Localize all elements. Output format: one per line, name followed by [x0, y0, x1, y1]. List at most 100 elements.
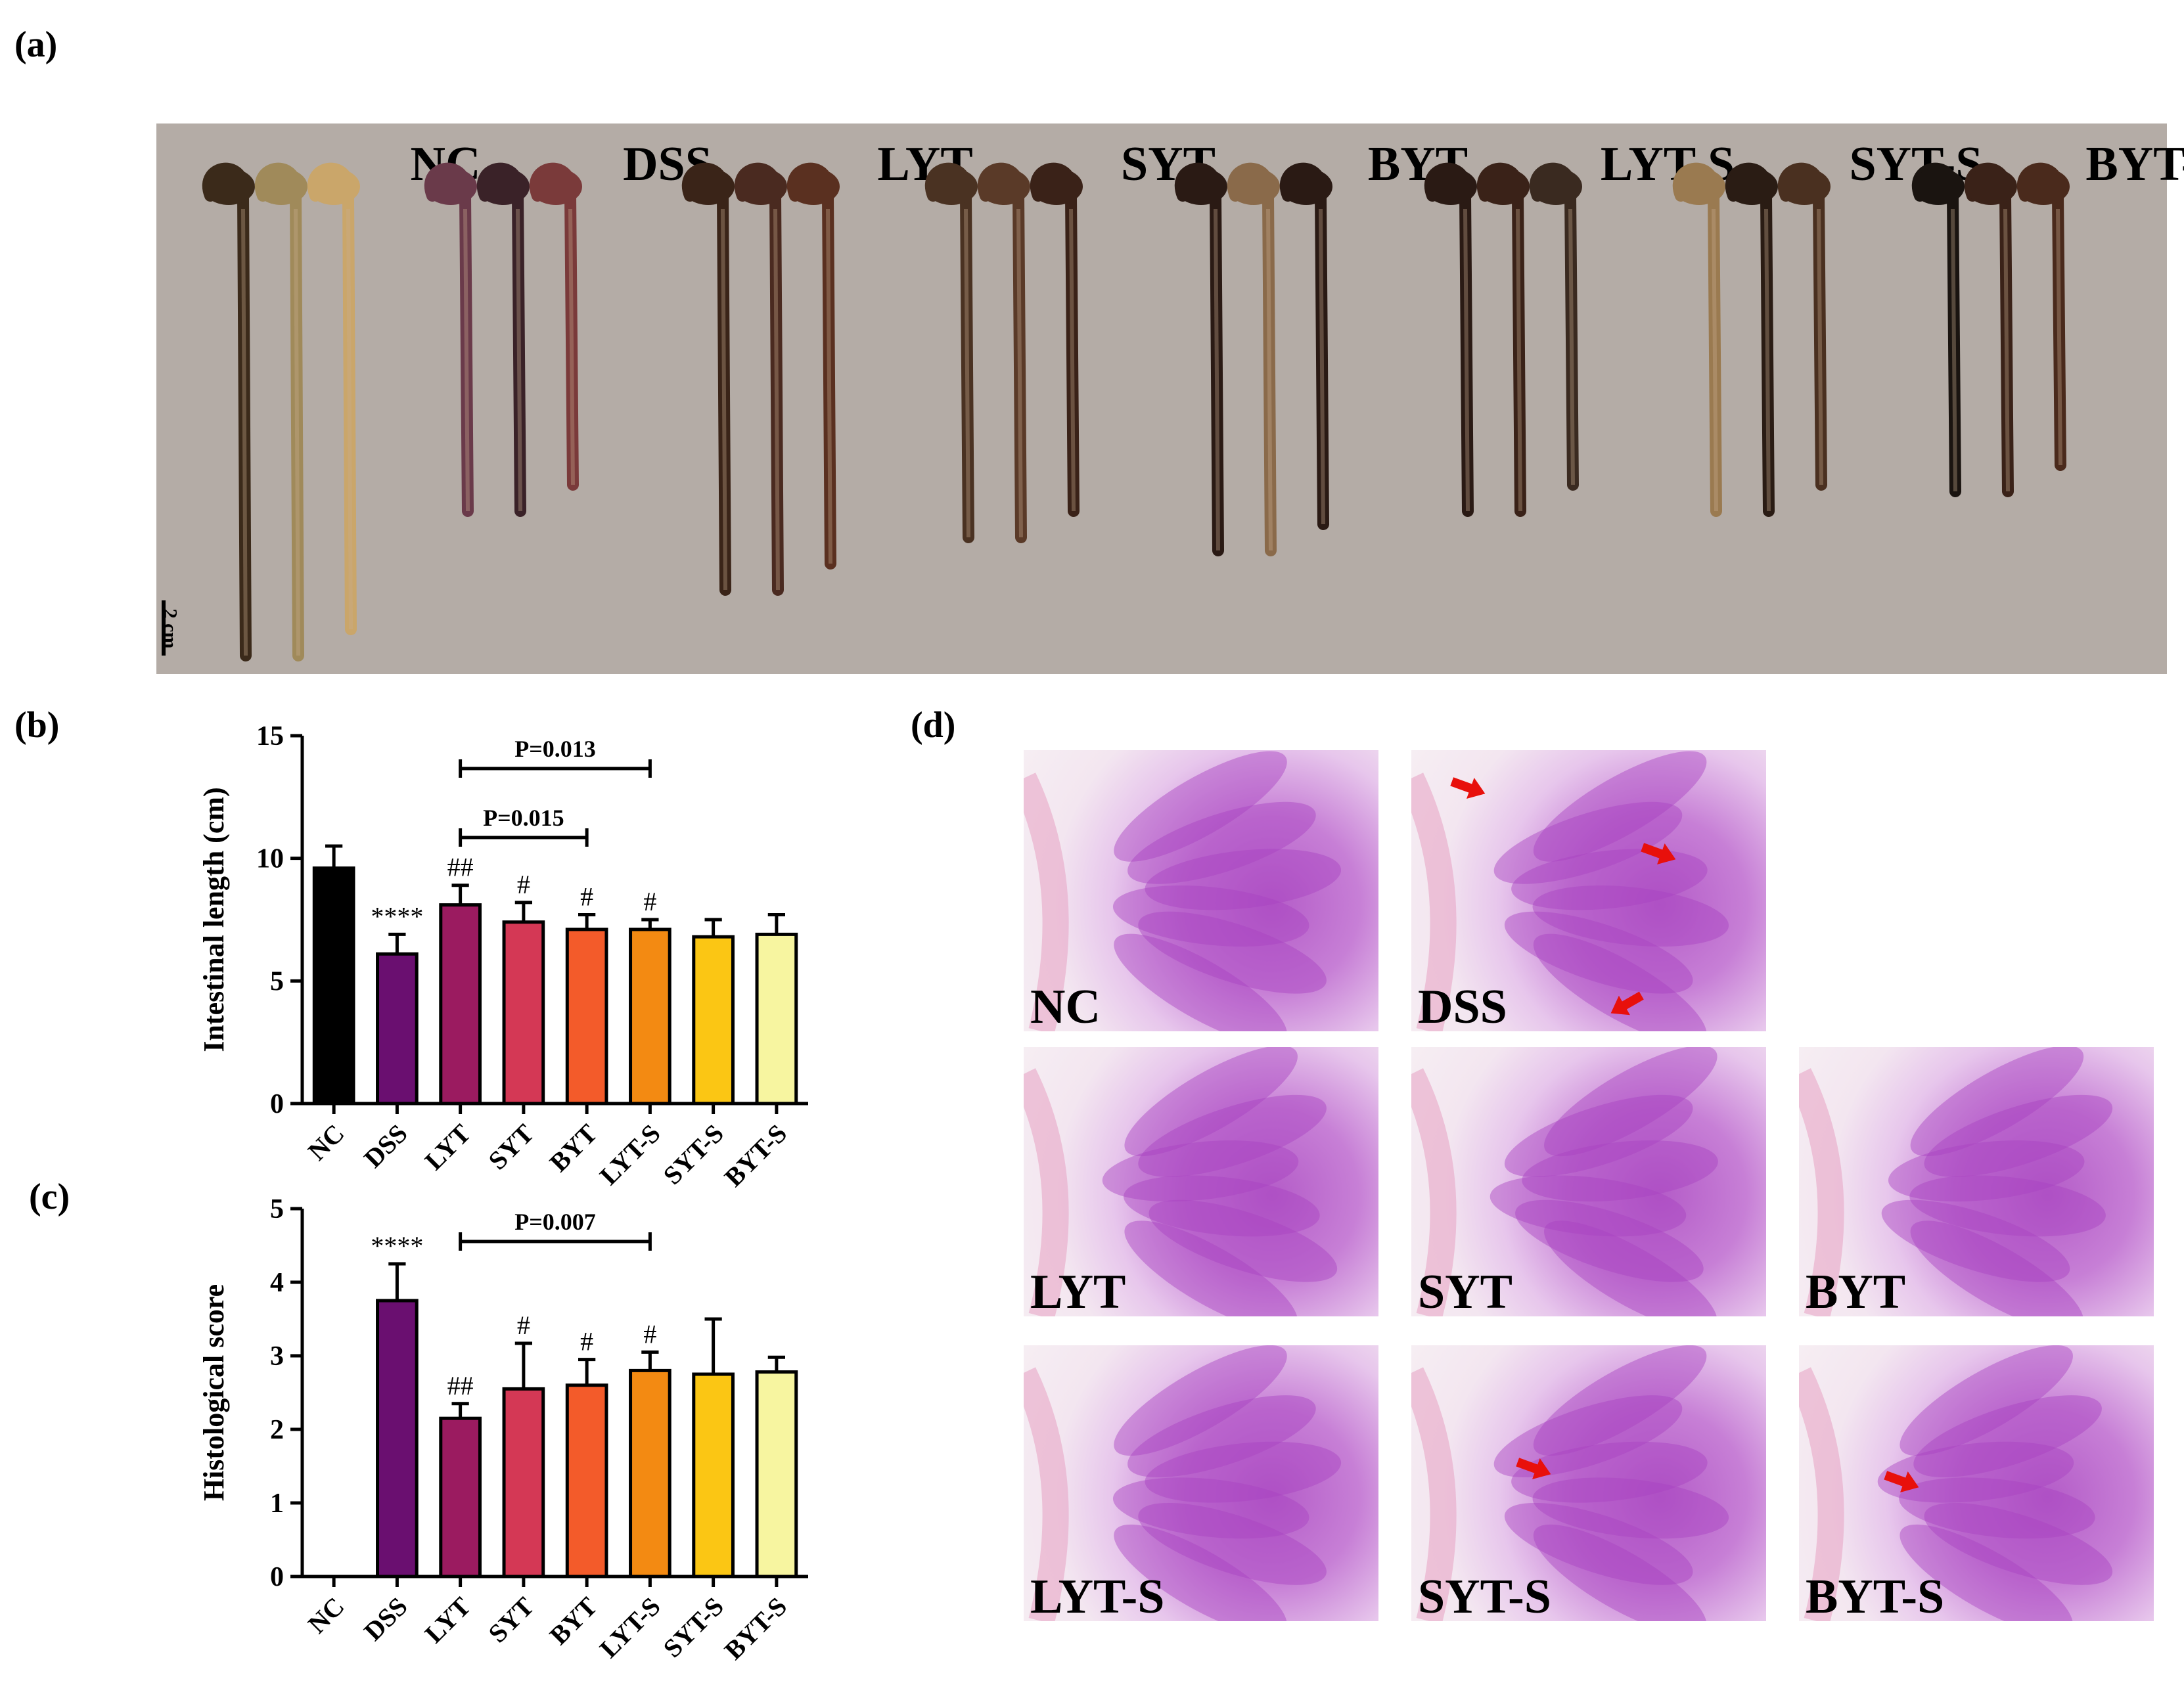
- chart-c-significance-syt: #: [517, 1310, 530, 1340]
- colon-specimen: [1911, 162, 1965, 497]
- red-arrow-icon: [1450, 777, 1486, 799]
- chart-c-x-tick-label: SYT-S: [658, 1592, 729, 1663]
- colon-specimen: [1672, 162, 1725, 517]
- micrograph-label: BYT: [1806, 1265, 1906, 1316]
- chart-c-bar-byt-s: [755, 1370, 798, 1578]
- colon-specimen: [977, 162, 1030, 543]
- scale-label: 2 cm: [159, 608, 181, 649]
- tissue-texture: [1024, 751, 1342, 1031]
- colon-specimen: [1964, 162, 2017, 497]
- chart-b-bar-syt: [502, 920, 545, 1106]
- micrograph-lyt: LYT: [1024, 1047, 1378, 1316]
- colon-specimen: [2016, 162, 2070, 471]
- chart-c-significance-byt: #: [580, 1327, 593, 1356]
- micrograph-syt: SYT: [1411, 1047, 1766, 1316]
- colon-specimen: [734, 162, 787, 596]
- tissue-texture: [1411, 1345, 1729, 1621]
- tissue-texture: [1411, 751, 1729, 1031]
- scale-bar: 2 cm: [159, 600, 191, 660]
- chart-c-y-tick-label: 2: [270, 1415, 284, 1445]
- micrograph-label: LYT-S: [1030, 1570, 1165, 1621]
- red-arrow-icon: [1641, 843, 1676, 865]
- micrograph-label: NC: [1030, 980, 1101, 1031]
- colon-specimen: [202, 162, 255, 661]
- micrograph-label: BYT-S: [1806, 1570, 1945, 1621]
- colon-specimen: [1030, 162, 1083, 517]
- chart-b-pvalue-label: P=0.013: [514, 736, 596, 762]
- colon-specimen: [307, 162, 360, 635]
- colon-specimen: [1777, 162, 1831, 491]
- colon-specimen: [681, 162, 735, 596]
- micrograph-label: SYT-S: [1418, 1570, 1551, 1621]
- chart-b-significance-dss: ****: [371, 901, 423, 931]
- micrograph-label: LYT: [1030, 1265, 1126, 1316]
- chart-b-bar-lyt-s: [629, 928, 671, 1106]
- chart-c-x-tick-label: LYT: [419, 1591, 477, 1649]
- chart-b-y-tick-label: 15: [256, 721, 284, 751]
- chart-c-significance-lyt: ##: [447, 1371, 474, 1400]
- chart-c-bar-lyt: [439, 1416, 482, 1578]
- red-arrow-icon: [1610, 991, 1644, 1016]
- micrograph-syt-s: SYT-S: [1411, 1345, 1766, 1621]
- micrograph-label: SYT: [1418, 1265, 1513, 1316]
- chart-b-x-tick-label: DSS: [358, 1119, 413, 1174]
- tissue-texture: [1799, 1345, 2113, 1621]
- chart-b-y-tick-label: 0: [270, 1089, 284, 1119]
- chart-b-x-tick-label: LYT: [419, 1118, 477, 1176]
- panel-label-c: (c): [29, 1176, 70, 1217]
- chart-b-significance-lyt-s: #: [643, 887, 656, 916]
- chart-b-significance-byt: #: [580, 882, 593, 912]
- chart-c-y-tick-label: 3: [270, 1341, 284, 1372]
- chart-b-bar-byt: [565, 928, 608, 1106]
- panel-label-b: (b): [14, 705, 60, 746]
- chart-c-pvalue-label: P=0.007: [514, 1209, 596, 1235]
- chart-c-significance-dss: ****: [371, 1231, 423, 1261]
- colon-specimen: [1279, 162, 1332, 530]
- colon-specimen: [1529, 162, 1582, 491]
- chart-c-bar-dss: [376, 1299, 419, 1578]
- photo-label-byt-s: BYT-S: [2085, 137, 2184, 191]
- tissue-texture: [1024, 1345, 1342, 1621]
- colon-specimen: [924, 162, 978, 543]
- colon-specimen: [1174, 162, 1227, 556]
- chart-b-x-tick-label: SYT-S: [658, 1119, 729, 1190]
- chart-c-significance-lyt-s: #: [643, 1319, 656, 1349]
- chart-c-y-tick-label: 0: [270, 1562, 284, 1592]
- chart-c-x-tick-label: LYT-S: [594, 1592, 666, 1664]
- chart-b-x-tick-label: SYT: [482, 1118, 539, 1175]
- panel-label-a: (a): [14, 24, 58, 65]
- chart-b-x-tick-label: BYT-S: [719, 1119, 793, 1193]
- red-arrow-icon: [1516, 1458, 1551, 1480]
- chart-b-y-tick-label: 5: [270, 966, 284, 996]
- chart-b-bar-syt-s: [692, 935, 735, 1106]
- micrograph-byt-s: BYT-S: [1799, 1345, 2154, 1621]
- panel-label-d: (d): [911, 705, 956, 746]
- colon-specimen: [529, 162, 582, 491]
- chart-c-bar-syt-s: [692, 1372, 735, 1578]
- chart-b-significance-syt: #: [517, 870, 530, 899]
- chart-b-y-axis-label: Intestinal length (cm): [198, 787, 230, 1052]
- colon-photo: NC DSS LYT SYT BYT LYT-S SYT-S BYT-S 2 c…: [156, 123, 2184, 674]
- micrograph-label: DSS: [1418, 980, 1507, 1031]
- micrograph-lyt-s: LYT-S: [1024, 1345, 1378, 1621]
- chart-c-x-tick-label: NC: [302, 1592, 350, 1640]
- micrograph-byt: BYT: [1799, 1047, 2154, 1316]
- colon-specimen: [476, 162, 530, 517]
- colon-specimen: [424, 162, 477, 517]
- chart-c-bar-lyt-s: [629, 1368, 671, 1578]
- chart-b-x-tick-label: NC: [302, 1119, 350, 1167]
- colon-specimen: [1227, 162, 1280, 556]
- chart-b-y-tick-label: 10: [256, 844, 284, 874]
- chart-c-bar-byt: [565, 1383, 608, 1578]
- micrograph-dss: DSS: [1411, 750, 1766, 1031]
- chart-b-bar-byt-s: [755, 932, 798, 1106]
- chart-b-bar-lyt: [439, 903, 482, 1106]
- micrograph-nc: NC: [1024, 750, 1378, 1031]
- chart-b-bar-dss: [376, 952, 419, 1106]
- chart-b-significance-lyt: ##: [447, 853, 474, 882]
- colon-specimen: [786, 162, 840, 570]
- red-arrow-icon: [1884, 1471, 1919, 1493]
- tissue-texture: [1799, 1047, 2113, 1316]
